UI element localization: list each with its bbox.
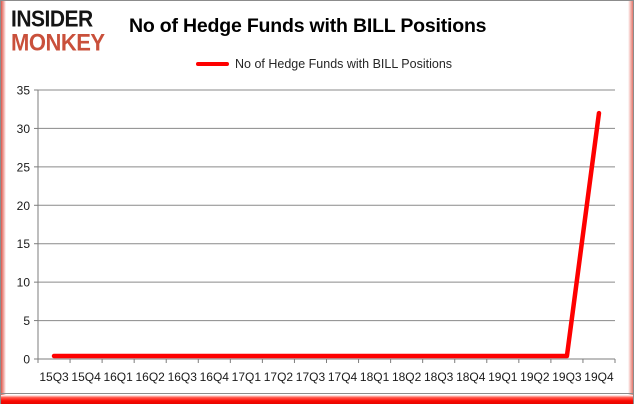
svg-text:17Q1: 17Q1 (232, 370, 262, 384)
legend-label: No of Hedge Funds with BILL Positions (235, 57, 453, 71)
svg-text:17Q2: 17Q2 (264, 370, 294, 384)
logo-text-insider: INSIDER (11, 6, 93, 32)
svg-text:25: 25 (17, 160, 31, 174)
svg-text:19Q2: 19Q2 (520, 370, 550, 384)
svg-text:15Q3: 15Q3 (39, 370, 69, 384)
svg-text:15: 15 (17, 237, 31, 251)
svg-text:10: 10 (17, 276, 31, 290)
svg-text:20: 20 (17, 199, 31, 213)
insider-monkey-logo: INSIDER MONKEY (11, 6, 105, 56)
svg-text:19Q4: 19Q4 (584, 370, 614, 384)
svg-text:17Q4: 17Q4 (328, 370, 358, 384)
svg-text:18Q2: 18Q2 (392, 370, 422, 384)
card-bottom-border (1, 393, 633, 394)
svg-text:16Q4: 16Q4 (200, 370, 230, 384)
svg-text:19Q3: 19Q3 (552, 370, 582, 384)
svg-text:16Q1: 16Q1 (103, 370, 133, 384)
svg-text:18Q3: 18Q3 (424, 370, 454, 384)
svg-text:16Q2: 16Q2 (136, 370, 166, 384)
svg-text:17Q3: 17Q3 (296, 370, 326, 384)
svg-text:0: 0 (23, 353, 30, 367)
legend: No of Hedge Funds with BILL Positions (196, 57, 452, 71)
svg-text:35: 35 (17, 84, 31, 98)
svg-text:16Q3: 16Q3 (168, 370, 198, 384)
chart-title: No of Hedge Funds with BILL Positions (129, 15, 487, 37)
svg-text:30: 30 (17, 122, 31, 136)
svg-text:15Q4: 15Q4 (71, 370, 101, 384)
legend-line-swatch (196, 61, 229, 67)
svg-text:18Q1: 18Q1 (360, 370, 390, 384)
svg-text:18Q4: 18Q4 (456, 370, 486, 384)
svg-text:19Q1: 19Q1 (488, 370, 518, 384)
logo-text-monkey: MONKEY (11, 28, 105, 56)
svg-text:5: 5 (23, 314, 30, 328)
